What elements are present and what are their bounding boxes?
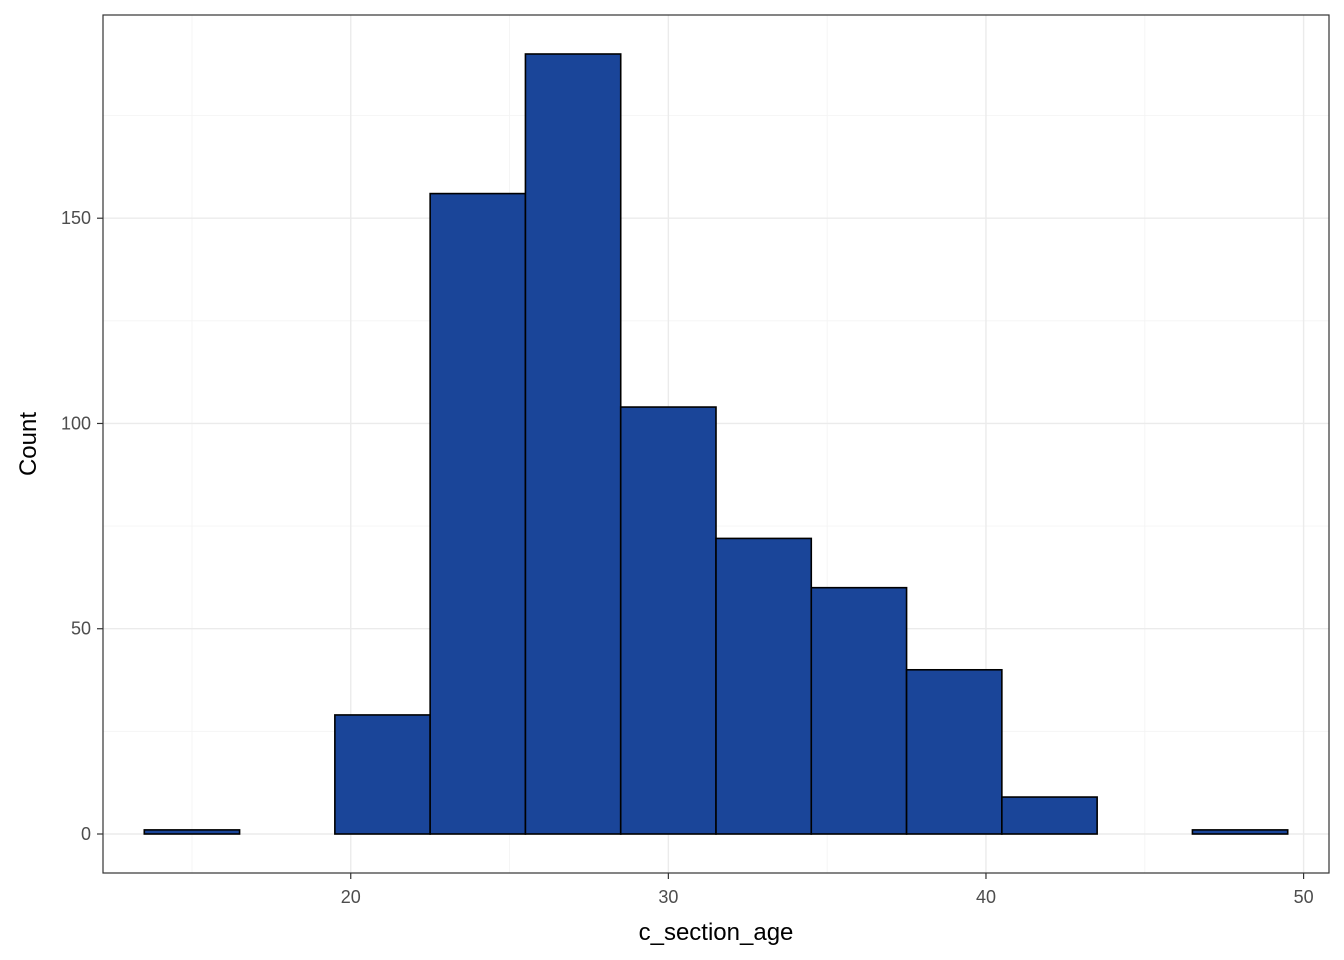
histogram-bar <box>810 586 908 835</box>
histogram-bar <box>429 192 527 835</box>
x-tick-label: 40 <box>976 887 996 907</box>
histogram-bar <box>1001 796 1098 835</box>
panel-border <box>102 14 1330 874</box>
histogram-bar <box>905 668 1003 835</box>
y-tick-label: 50 <box>71 619 91 639</box>
y-tick-label: 100 <box>61 413 91 433</box>
histogram-bar <box>524 53 622 835</box>
histogram-bar <box>143 829 241 835</box>
histogram-bars <box>143 53 1289 835</box>
y-tick-label: 150 <box>61 208 91 228</box>
histogram-bar <box>715 537 813 835</box>
x-tick-label: 20 <box>341 887 361 907</box>
y-axis: 0 50 100 150 <box>61 208 103 844</box>
histogram-bar <box>334 714 431 835</box>
x-tick-label: 30 <box>658 887 678 907</box>
y-axis-title: Count <box>15 412 42 476</box>
x-axis: 20 30 40 50 <box>341 873 1314 907</box>
x-axis-title: c_section_age <box>639 919 794 946</box>
x-tick-label: 50 <box>1294 887 1314 907</box>
histogram-bar <box>1191 829 1289 835</box>
y-tick-label: 0 <box>81 824 91 844</box>
histogram-bar <box>619 406 717 835</box>
